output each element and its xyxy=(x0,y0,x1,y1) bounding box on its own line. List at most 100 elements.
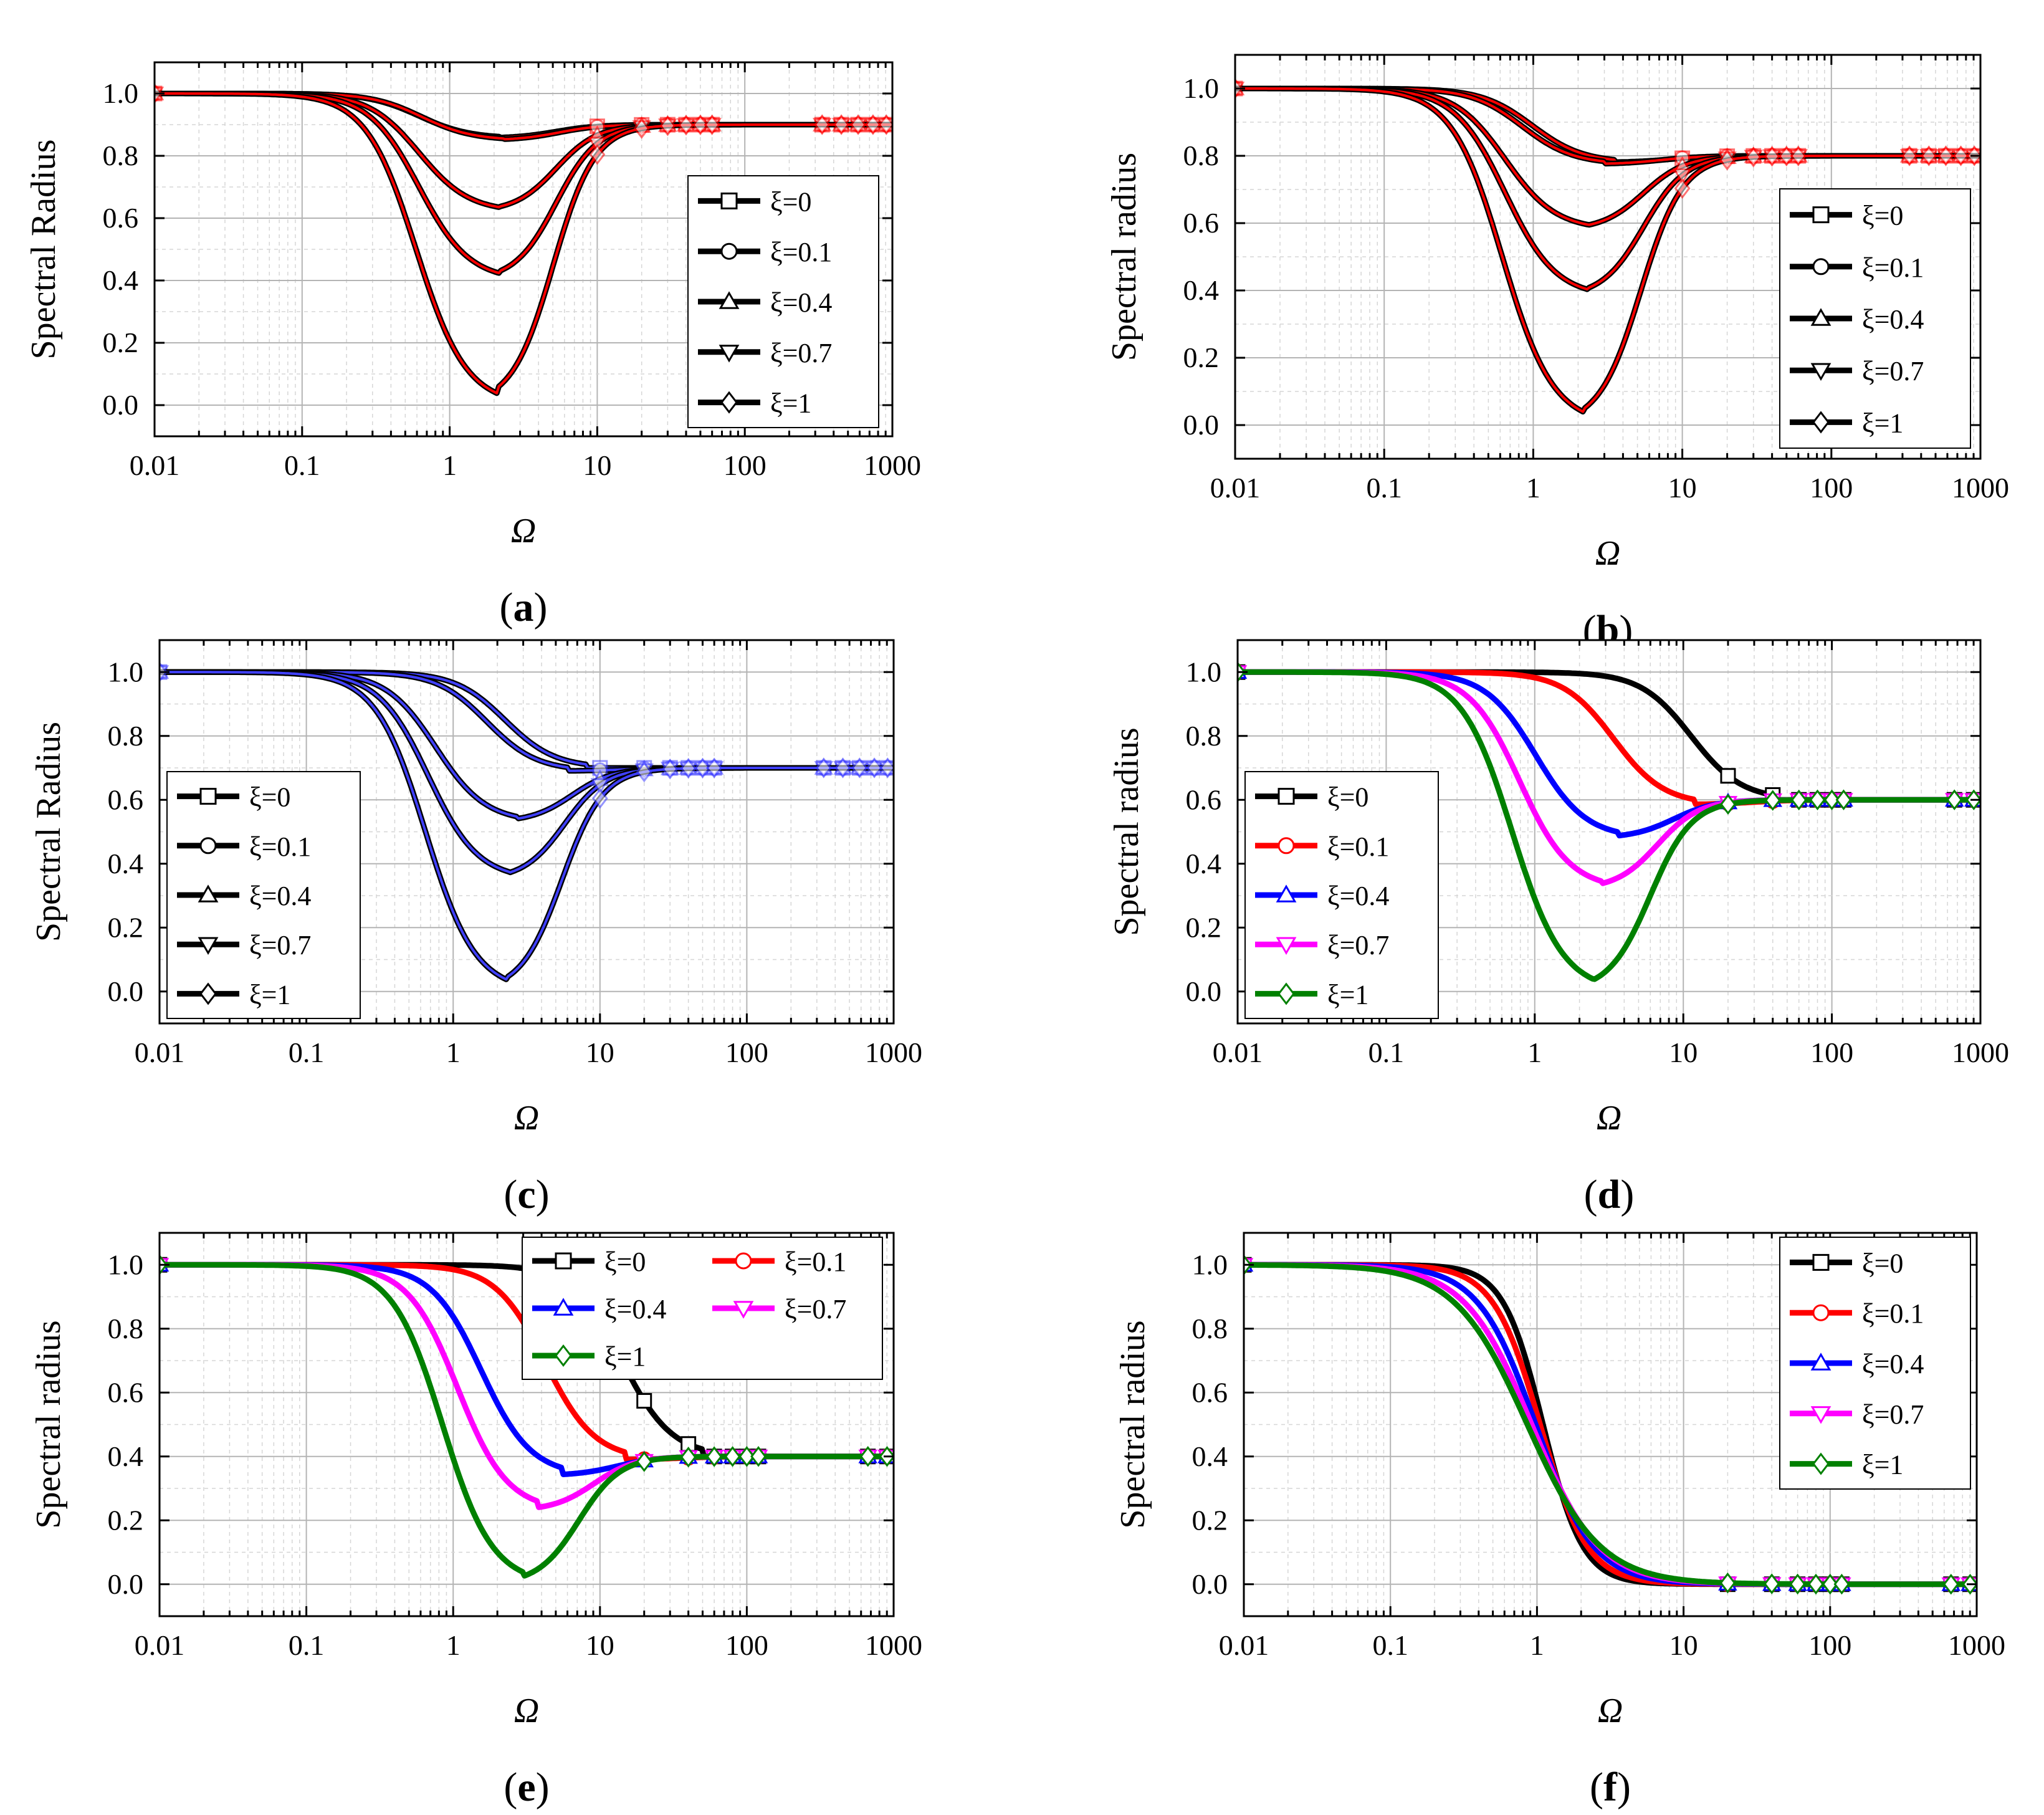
data-point xyxy=(1833,1573,1850,1595)
legend-item: ξ=0.7 xyxy=(712,1294,846,1324)
legend-item: ξ=1 xyxy=(698,388,811,419)
y-tick-label: 0.8 xyxy=(103,140,139,171)
legend-label: ξ=0 xyxy=(1862,1248,1903,1278)
legend-marker xyxy=(199,837,217,855)
y-tick-label: 0.6 xyxy=(1183,207,1220,239)
x-tick-label: 100 xyxy=(724,449,766,481)
x-tick-label: 1 xyxy=(1527,1037,1542,1068)
x-tick-label: 100 xyxy=(1808,1629,1851,1661)
marker-group xyxy=(155,83,892,165)
legend-item: ξ=0 xyxy=(1255,782,1368,813)
y-tick-label: 0.0 xyxy=(103,389,139,421)
data-point xyxy=(1720,768,1736,784)
data-point xyxy=(834,757,851,778)
data-point xyxy=(865,114,881,135)
data-point xyxy=(1673,168,1692,185)
y-tick-label: 0.8 xyxy=(1192,1313,1228,1344)
data-point xyxy=(678,114,694,136)
panel-e: 0.01 0.1 1 10 100 1000 0.0 0.2 0.4 0.6 0.8 1.0 Ω Spec… xyxy=(29,1232,922,1810)
x-tick-label: 10 xyxy=(1669,1037,1698,1068)
legend-marker xyxy=(1812,258,1830,275)
legend-item: ξ=0.4 xyxy=(177,881,311,911)
legend-label: ξ=1 xyxy=(1862,1450,1903,1480)
y-axis-title: Spectral radius xyxy=(1107,727,1146,936)
x-tick-label: 10 xyxy=(586,1037,614,1068)
legend: ξ=0 ξ=0.1 ξ=0.4 ξ=0.7 ξ=1 xyxy=(687,175,879,428)
legend-item: ξ=0.1 xyxy=(698,237,832,267)
legend-marker xyxy=(719,291,740,309)
x-tick-label: 0.1 xyxy=(1366,472,1402,504)
legend-item: ξ=0.7 xyxy=(1255,930,1389,960)
data-point xyxy=(814,114,831,135)
legend-label: ξ=0.7 xyxy=(1862,1399,1924,1430)
y-tick-label: 0.4 xyxy=(103,264,139,296)
reference-line xyxy=(155,92,892,395)
series-group xyxy=(160,1254,894,1579)
legend-marker xyxy=(1812,411,1830,434)
data-point xyxy=(866,757,882,778)
legend-label: ξ=0.7 xyxy=(785,1294,846,1324)
x-tick-label: 10 xyxy=(586,1629,614,1661)
y-tick-label: 0.2 xyxy=(1183,342,1220,373)
data-point xyxy=(750,1446,766,1467)
x-axis-title: Ω xyxy=(1595,534,1621,573)
data-point xyxy=(1720,793,1736,815)
legend-marker xyxy=(1278,982,1295,1005)
x-tick-label: 1000 xyxy=(865,1629,922,1661)
x-axis-title: Ω xyxy=(1597,1099,1622,1137)
data-point xyxy=(1674,178,1691,199)
legend-item: ξ=1 xyxy=(1790,1450,1903,1480)
series-group xyxy=(1238,661,1980,982)
data-point xyxy=(591,788,608,809)
series-group xyxy=(155,83,892,396)
y-tick-label: 0.0 xyxy=(1183,409,1220,441)
reference-line xyxy=(160,671,894,981)
x-axis-title: Ω xyxy=(511,512,537,550)
y-axis-title: Spectral Radius xyxy=(24,139,63,359)
legend-label: ξ=0 xyxy=(1862,201,1903,231)
data-point xyxy=(738,1446,755,1467)
x-tick-label: 100 xyxy=(1810,472,1853,504)
data-point xyxy=(815,757,832,778)
data-point xyxy=(833,114,850,135)
ticks xyxy=(1236,640,1982,1023)
data-point xyxy=(706,757,723,778)
panel-b: 0.01 0.1 1 10 100 1000 0.0 0.2 0.4 0.6 0.8 1.0 Ω Spec… xyxy=(1105,54,2009,653)
y-tick-label: 0.0 xyxy=(108,975,144,1007)
x-tick-label: 1000 xyxy=(865,1037,922,1068)
legend: ξ=0 ξ=0.1 ξ=0.4 ξ=0.7 ξ=1 xyxy=(166,771,361,1019)
legend-label: ξ=1 xyxy=(770,388,811,419)
x-tick-label: 1 xyxy=(442,449,457,481)
ticks xyxy=(158,640,895,1023)
legend-marker xyxy=(199,982,217,1005)
legend: ξ=0 ξ=0.1 ξ=0.4 ξ=0.7 ξ=1 xyxy=(1244,771,1439,1019)
legend-label: ξ=0.4 xyxy=(604,1294,666,1324)
legend-item: ξ=0.4 xyxy=(698,287,832,318)
x-tick-label: 10 xyxy=(583,449,611,481)
data-point xyxy=(1719,1572,1736,1594)
data-point xyxy=(859,1445,876,1467)
legend-marker xyxy=(1276,937,1297,955)
legend-label: ξ=0.4 xyxy=(770,287,832,318)
y-tick-label: 0.2 xyxy=(1192,1504,1228,1536)
reference-line xyxy=(1235,87,1980,413)
x-tick-label: 0.01 xyxy=(1210,472,1261,504)
legend-marker xyxy=(199,788,217,805)
legend-label: ξ=0.1 xyxy=(1862,1298,1924,1329)
legend-label: ξ=0 xyxy=(770,186,811,217)
legend-label: ξ=0.4 xyxy=(249,881,311,911)
panel-d: 0.01 0.1 1 10 100 1000 0.0 0.2 0.4 0.6 0.8 1.0 Ω Spec… xyxy=(1107,639,2009,1217)
legend-marker xyxy=(1810,308,1831,326)
x-tick-label: 0.01 xyxy=(135,1037,185,1068)
caption-letter: e xyxy=(517,1765,535,1810)
data-point xyxy=(633,118,650,139)
caption-letter: f xyxy=(1603,1765,1618,1810)
data-point xyxy=(1808,1573,1824,1595)
y-tick-label: 0.4 xyxy=(108,848,144,879)
x-tick-label: 1 xyxy=(446,1037,461,1068)
y-tick-label: 0.8 xyxy=(108,720,144,752)
y-tick-label: 0.2 xyxy=(108,911,144,943)
data-point xyxy=(590,778,610,795)
ticks xyxy=(1234,55,1982,459)
legend-marker xyxy=(720,242,738,260)
